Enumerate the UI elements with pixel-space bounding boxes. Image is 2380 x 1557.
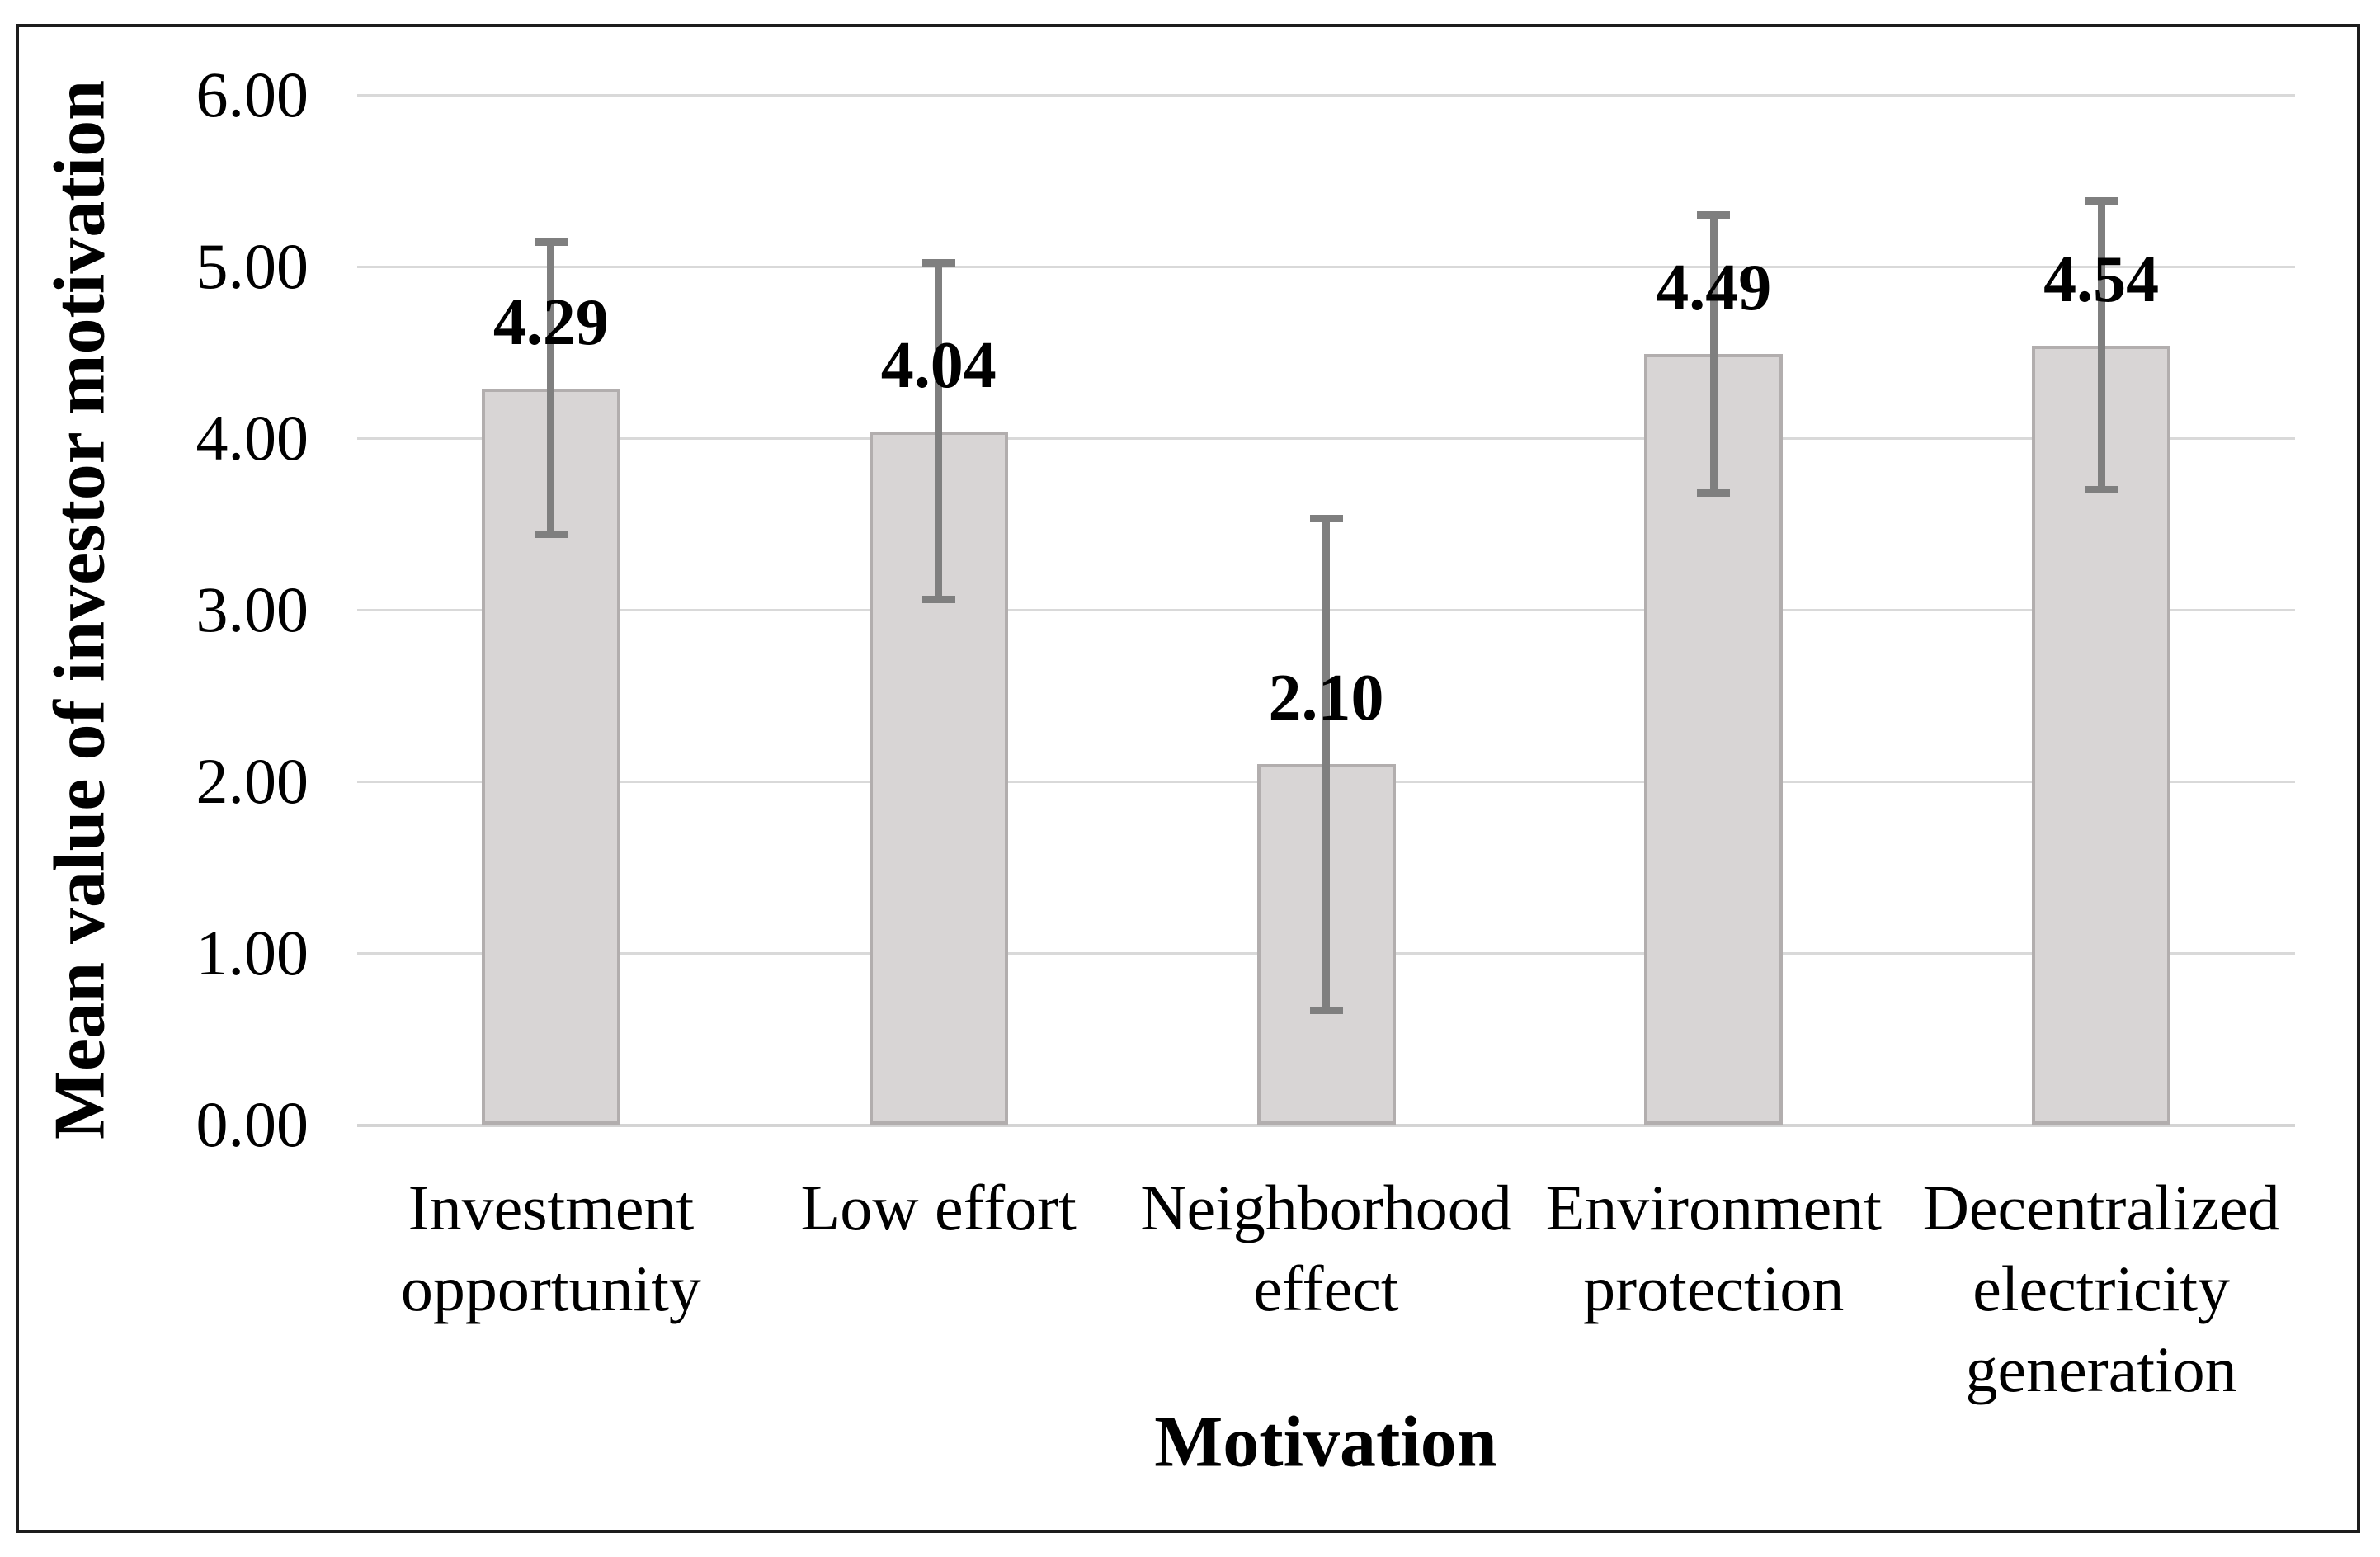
error-bar-cap-top bbox=[2085, 197, 2118, 205]
error-bar-cap-top bbox=[1697, 210, 1731, 219]
y-gridline bbox=[357, 266, 2295, 268]
error-bar-cap-bottom bbox=[1309, 1006, 1343, 1014]
category-label: Low effort bbox=[800, 1172, 1077, 1243]
data-label: 4.29 bbox=[492, 285, 609, 359]
data-label: 4.04 bbox=[880, 328, 997, 402]
x-axis-line bbox=[357, 1124, 2295, 1127]
error-bar-cap-top bbox=[921, 258, 955, 267]
error-bar-line bbox=[2097, 203, 2105, 488]
y-tick-label: 4.00 bbox=[196, 402, 309, 474]
y-axis-title: Mean value of investor motivation bbox=[40, 79, 120, 1140]
error-bar-cap-bottom bbox=[1697, 489, 1731, 498]
bar bbox=[1644, 354, 1784, 1125]
y-gridline bbox=[357, 437, 2295, 440]
y-tick-label: 2.00 bbox=[196, 745, 309, 817]
error-bar-cap-bottom bbox=[2085, 486, 2118, 494]
category-label: Neighborhood effect bbox=[1140, 1172, 1512, 1324]
error-bar-cap-top bbox=[534, 238, 568, 246]
error-bar-line bbox=[935, 264, 943, 598]
category-label: Investment opportunity bbox=[400, 1172, 701, 1324]
error-bar-line bbox=[1709, 216, 1718, 492]
error-bar-line bbox=[1322, 520, 1330, 1008]
error-bar-line bbox=[547, 243, 555, 533]
data-label: 4.54 bbox=[2043, 243, 2160, 316]
y-tick-label: 6.00 bbox=[196, 59, 309, 130]
error-bar-cap-bottom bbox=[534, 531, 568, 539]
x-axis-title: Motivation bbox=[1154, 1402, 1497, 1483]
y-tick-label: 1.00 bbox=[196, 917, 309, 988]
data-label: 4.49 bbox=[1656, 252, 1772, 325]
y-gridline bbox=[357, 94, 2295, 97]
y-tick-label: 0.00 bbox=[196, 1088, 309, 1160]
category-label: Environment protection bbox=[1545, 1172, 1882, 1324]
category-label: Decentralized electricity generation bbox=[1922, 1172, 2280, 1405]
error-bar-cap-bottom bbox=[921, 596, 955, 604]
data-label: 2.10 bbox=[1268, 662, 1384, 735]
y-tick-label: 5.00 bbox=[196, 230, 309, 302]
chart-frame bbox=[16, 24, 2360, 1533]
error-bar-cap-top bbox=[1309, 514, 1343, 522]
y-tick-label: 3.00 bbox=[196, 573, 309, 645]
